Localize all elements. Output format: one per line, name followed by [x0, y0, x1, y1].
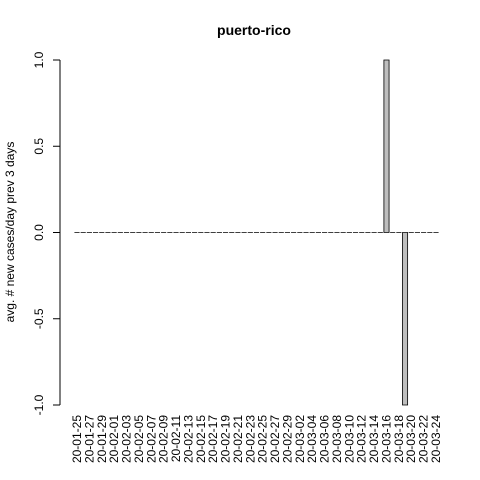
- x-tick-label: 20-02-25: [256, 415, 270, 463]
- y-tick-label: 0.5: [32, 138, 46, 155]
- x-tick-label: 20-01-25: [70, 415, 84, 463]
- x-tick-label: 20-02-11: [169, 415, 183, 462]
- bar: [402, 232, 409, 406]
- y-axis-label: avg. # new cases/day prev 3 days: [3, 142, 17, 323]
- x-tick-label: 20-03-06: [318, 415, 332, 463]
- x-tick-label: 20-01-27: [82, 415, 96, 463]
- x-tick-label: 20-02-27: [268, 415, 282, 463]
- chart-title: puerto-rico: [217, 22, 291, 38]
- x-tick-label: 20-02-01: [107, 415, 121, 463]
- x-tick-label: 20-02-13: [181, 415, 195, 463]
- x-tick-label: 20-03-08: [330, 415, 344, 463]
- x-tick-label: 20-02-21: [231, 415, 245, 463]
- y-tick-label: 1.0: [32, 51, 46, 68]
- x-tick-label: 20-02-17: [206, 415, 220, 463]
- x-tick-label: 20-02-23: [243, 415, 257, 463]
- x-tick-label: 20-02-15: [194, 415, 208, 463]
- x-tick-label: 20-03-14: [367, 415, 381, 463]
- y-tick-label: 0.0: [32, 224, 46, 241]
- x-tick-label: 20-03-02: [293, 415, 307, 463]
- x-tick-label: 20-02-19: [219, 415, 233, 463]
- x-tick-label: 20-03-18: [392, 415, 406, 463]
- x-tick-label: 20-03-22: [417, 415, 431, 463]
- x-tick-label: 20-03-12: [355, 415, 369, 463]
- x-tick-label: 20-02-03: [120, 415, 134, 463]
- x-tick-label: 20-03-16: [379, 415, 393, 463]
- x-tick-label: 20-03-24: [429, 415, 443, 463]
- x-tick-label: 20-03-04: [305, 415, 319, 463]
- x-tick-label: 20-02-09: [157, 415, 171, 463]
- x-tick-label: 20-03-10: [342, 415, 356, 463]
- x-tick-label: 20-02-05: [132, 415, 146, 463]
- y-tick-label: -1.0: [32, 394, 46, 415]
- bar: [383, 59, 390, 233]
- x-tick-label: 20-01-29: [95, 415, 109, 463]
- y-tick-label: -0.5: [32, 308, 46, 329]
- x-tick-label: 20-03-20: [404, 415, 418, 463]
- x-tick-label: 20-02-29: [280, 415, 294, 463]
- x-tick-label: 20-02-07: [144, 415, 158, 463]
